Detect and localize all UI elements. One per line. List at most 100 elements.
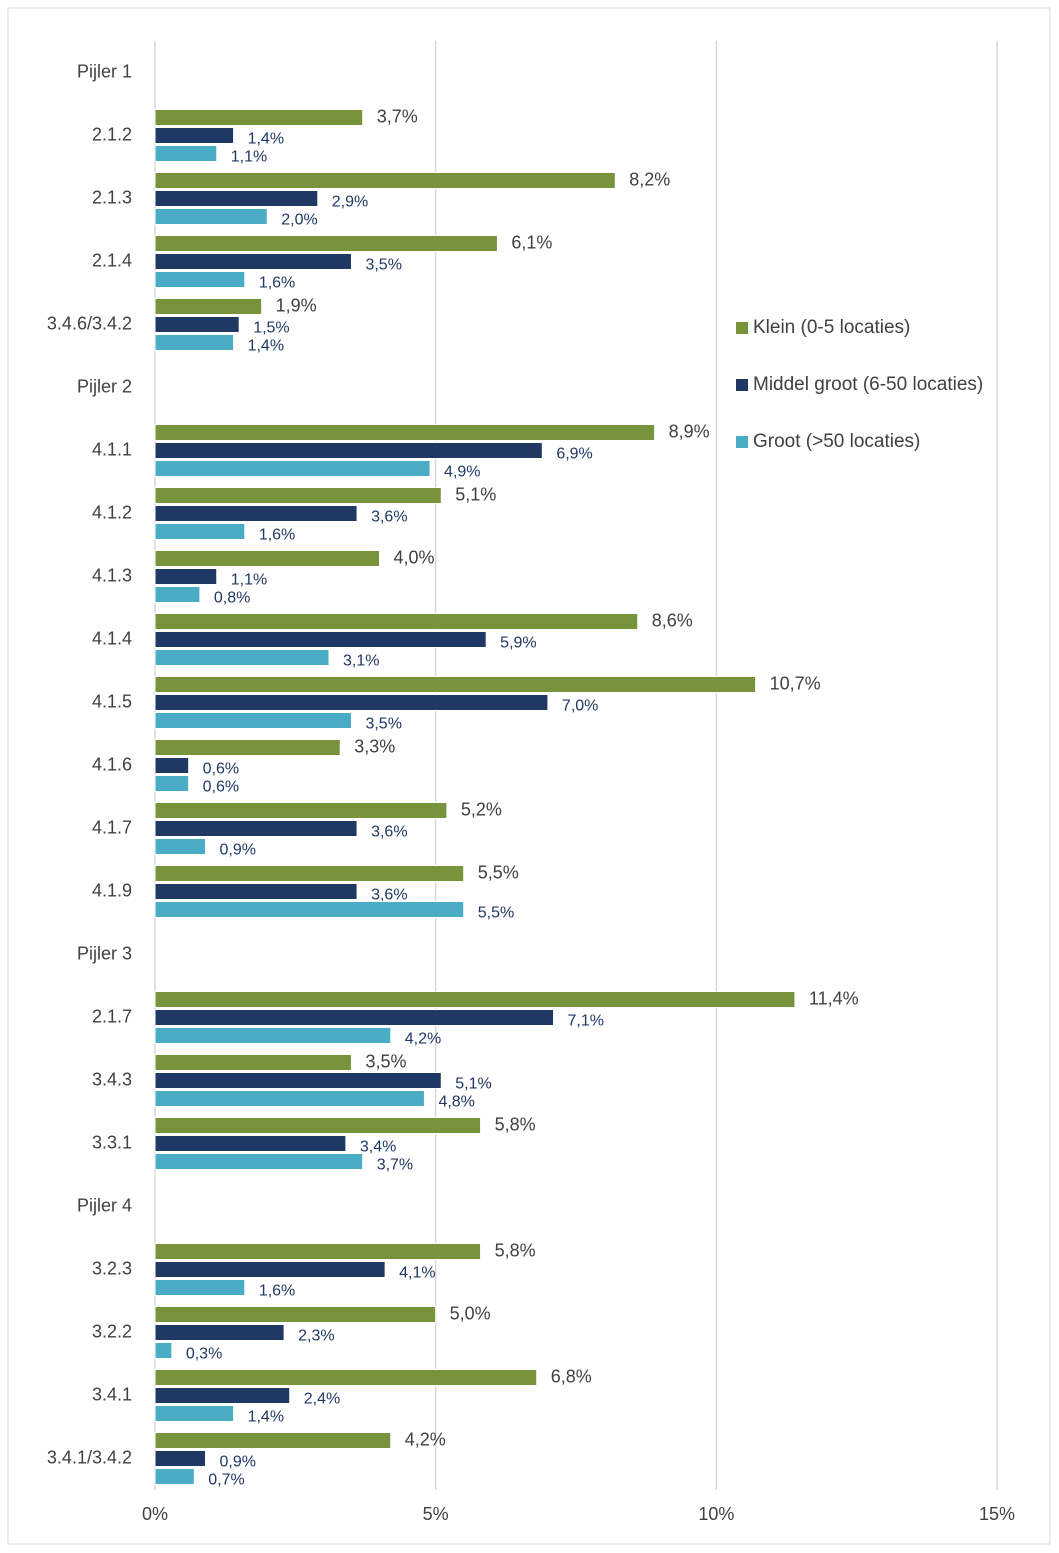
data-label: 6,1% bbox=[511, 232, 552, 252]
data-label: 0,6% bbox=[203, 761, 239, 778]
y-tick-label: 4.1.2 bbox=[92, 502, 132, 522]
data-label: 8,2% bbox=[629, 169, 670, 189]
bar bbox=[154, 883, 358, 900]
y-tick-label: 3.2.3 bbox=[92, 1258, 132, 1278]
bar bbox=[154, 1432, 392, 1449]
y-tick-label: 3.3.1 bbox=[92, 1132, 132, 1152]
bar bbox=[154, 145, 218, 162]
bar bbox=[154, 775, 190, 792]
data-label: 2,4% bbox=[304, 1391, 340, 1408]
bar bbox=[154, 613, 639, 630]
bar bbox=[154, 1054, 352, 1071]
data-label: 3,5% bbox=[365, 1051, 406, 1071]
bar bbox=[154, 676, 757, 693]
data-label: 11,4% bbox=[809, 988, 859, 1008]
y-tick-label: 2.1.7 bbox=[92, 1006, 132, 1026]
data-label: 2,9% bbox=[332, 194, 368, 211]
data-label: 4,2% bbox=[405, 1031, 441, 1048]
bar bbox=[154, 253, 352, 270]
bar bbox=[154, 442, 543, 459]
data-label: 3,7% bbox=[377, 106, 418, 126]
bar bbox=[154, 487, 442, 504]
x-tick-label: 0% bbox=[142, 1504, 168, 1524]
data-label: 3,1% bbox=[343, 653, 379, 670]
bar bbox=[154, 1324, 285, 1341]
data-label: 3,5% bbox=[365, 716, 401, 733]
data-label: 5,5% bbox=[478, 862, 519, 882]
y-tick-label: 4.1.7 bbox=[92, 817, 132, 837]
bar bbox=[154, 1135, 347, 1152]
bar bbox=[154, 820, 358, 837]
bar bbox=[154, 1450, 207, 1467]
y-tick-label: Pijler 3 bbox=[77, 943, 132, 963]
data-label: 8,9% bbox=[669, 421, 710, 441]
y-tick-label: Pijler 1 bbox=[77, 61, 132, 81]
bar bbox=[154, 1279, 246, 1296]
data-label: 3,5% bbox=[365, 257, 401, 274]
bar bbox=[154, 568, 218, 585]
data-label: 1,6% bbox=[259, 275, 295, 292]
data-label: 0,7% bbox=[208, 1472, 244, 1489]
data-label: 0,9% bbox=[220, 1454, 256, 1471]
bar bbox=[154, 190, 319, 207]
bar bbox=[154, 631, 487, 648]
bar bbox=[154, 739, 341, 756]
bar bbox=[154, 1027, 392, 1044]
bar bbox=[154, 505, 358, 522]
bar bbox=[154, 586, 201, 603]
y-tick-label: 4.1.9 bbox=[92, 880, 132, 900]
y-tick-label: 4.1.1 bbox=[92, 439, 132, 459]
data-label: 1,4% bbox=[248, 1409, 284, 1426]
bar bbox=[154, 1090, 425, 1107]
data-label: 1,5% bbox=[253, 320, 289, 337]
bar bbox=[154, 424, 656, 441]
bar bbox=[154, 1342, 173, 1359]
data-label: 3,6% bbox=[371, 509, 407, 526]
bar bbox=[154, 334, 235, 351]
data-label: 5,1% bbox=[455, 484, 496, 504]
y-tick-label: 3.4.3 bbox=[92, 1069, 132, 1089]
data-label: 3,4% bbox=[360, 1139, 396, 1156]
bar bbox=[154, 1369, 538, 1386]
data-label: 3,6% bbox=[371, 824, 407, 841]
data-label: 4,0% bbox=[394, 547, 435, 567]
bar bbox=[154, 1153, 364, 1170]
data-label: 0,9% bbox=[220, 842, 256, 859]
data-label: 2,3% bbox=[298, 1328, 334, 1345]
bar bbox=[154, 838, 207, 855]
bar bbox=[154, 271, 246, 288]
data-label: 4,1% bbox=[399, 1265, 435, 1282]
bar bbox=[154, 1468, 195, 1485]
legend-swatch bbox=[736, 322, 748, 334]
data-label: 5,5% bbox=[478, 905, 514, 922]
data-label: 1,4% bbox=[248, 131, 284, 148]
y-tick-label: 4.1.6 bbox=[92, 754, 132, 774]
y-tick-label: 4.1.3 bbox=[92, 565, 132, 585]
data-label: 2,0% bbox=[281, 212, 317, 229]
data-label: 1,1% bbox=[231, 149, 267, 166]
data-label: 3,6% bbox=[371, 887, 407, 904]
bar bbox=[154, 172, 616, 189]
data-label: 3,3% bbox=[354, 736, 395, 756]
bar bbox=[154, 1009, 555, 1026]
data-label: 1,6% bbox=[259, 1283, 295, 1300]
data-label: 3,7% bbox=[377, 1157, 413, 1174]
bar bbox=[154, 109, 364, 126]
y-tick-label: 3.4.1/3.4.2 bbox=[47, 1447, 132, 1467]
bar bbox=[154, 991, 796, 1008]
data-label: 4,2% bbox=[405, 1429, 446, 1449]
y-tick-label: 2.1.2 bbox=[92, 124, 132, 144]
bar bbox=[154, 1243, 482, 1260]
data-label: 10,7% bbox=[770, 673, 821, 693]
data-label: 5,9% bbox=[500, 635, 536, 652]
bar bbox=[154, 523, 246, 540]
data-label: 7,0% bbox=[562, 698, 598, 715]
bar bbox=[154, 550, 381, 567]
data-label: 5,8% bbox=[495, 1114, 536, 1134]
bar bbox=[154, 1405, 235, 1422]
y-tick-label: 4.1.5 bbox=[92, 691, 132, 711]
y-tick-label: 3.4.1 bbox=[92, 1384, 132, 1404]
y-tick-label: 4.1.4 bbox=[92, 628, 132, 648]
data-label: 8,6% bbox=[652, 610, 693, 630]
bar bbox=[154, 694, 549, 711]
